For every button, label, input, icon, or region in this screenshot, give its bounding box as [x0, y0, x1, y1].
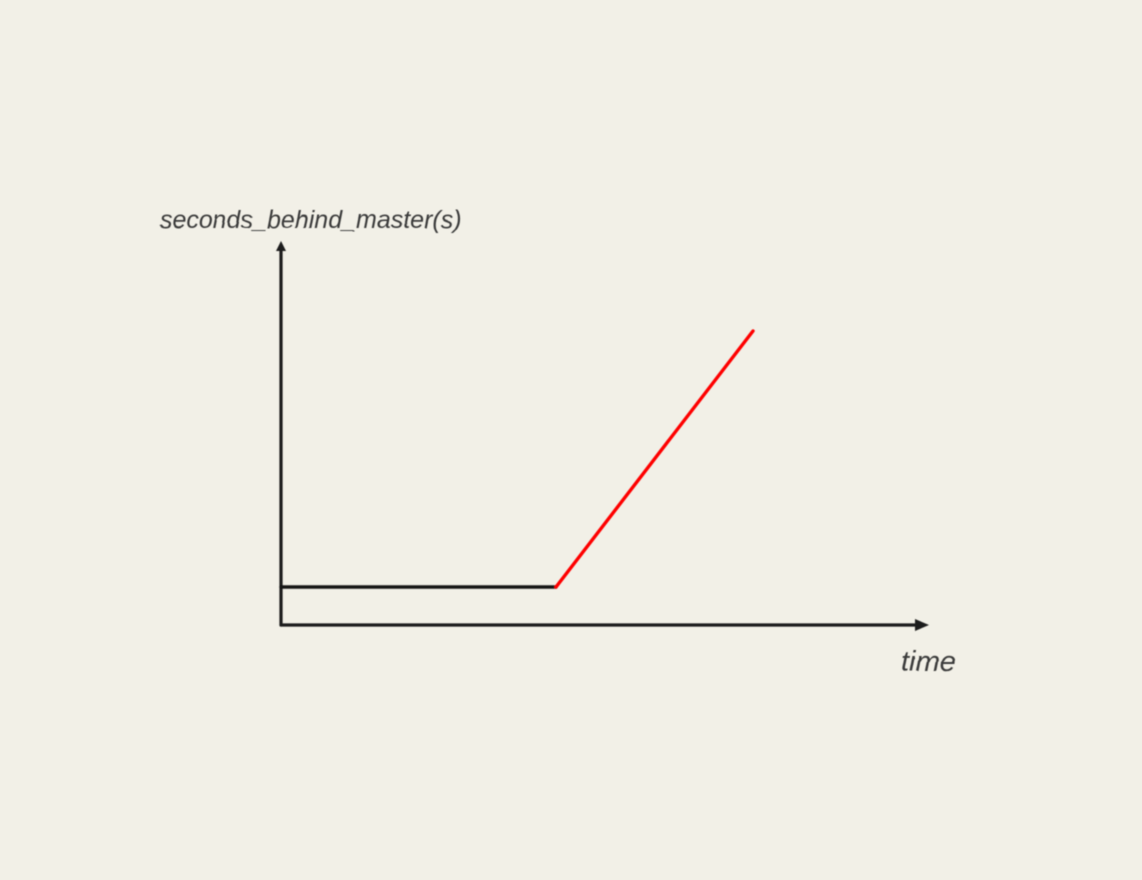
- svg-text:time: time: [901, 646, 956, 678]
- svg-text:seconds_behind_master(s): seconds_behind_master(s): [160, 206, 462, 234]
